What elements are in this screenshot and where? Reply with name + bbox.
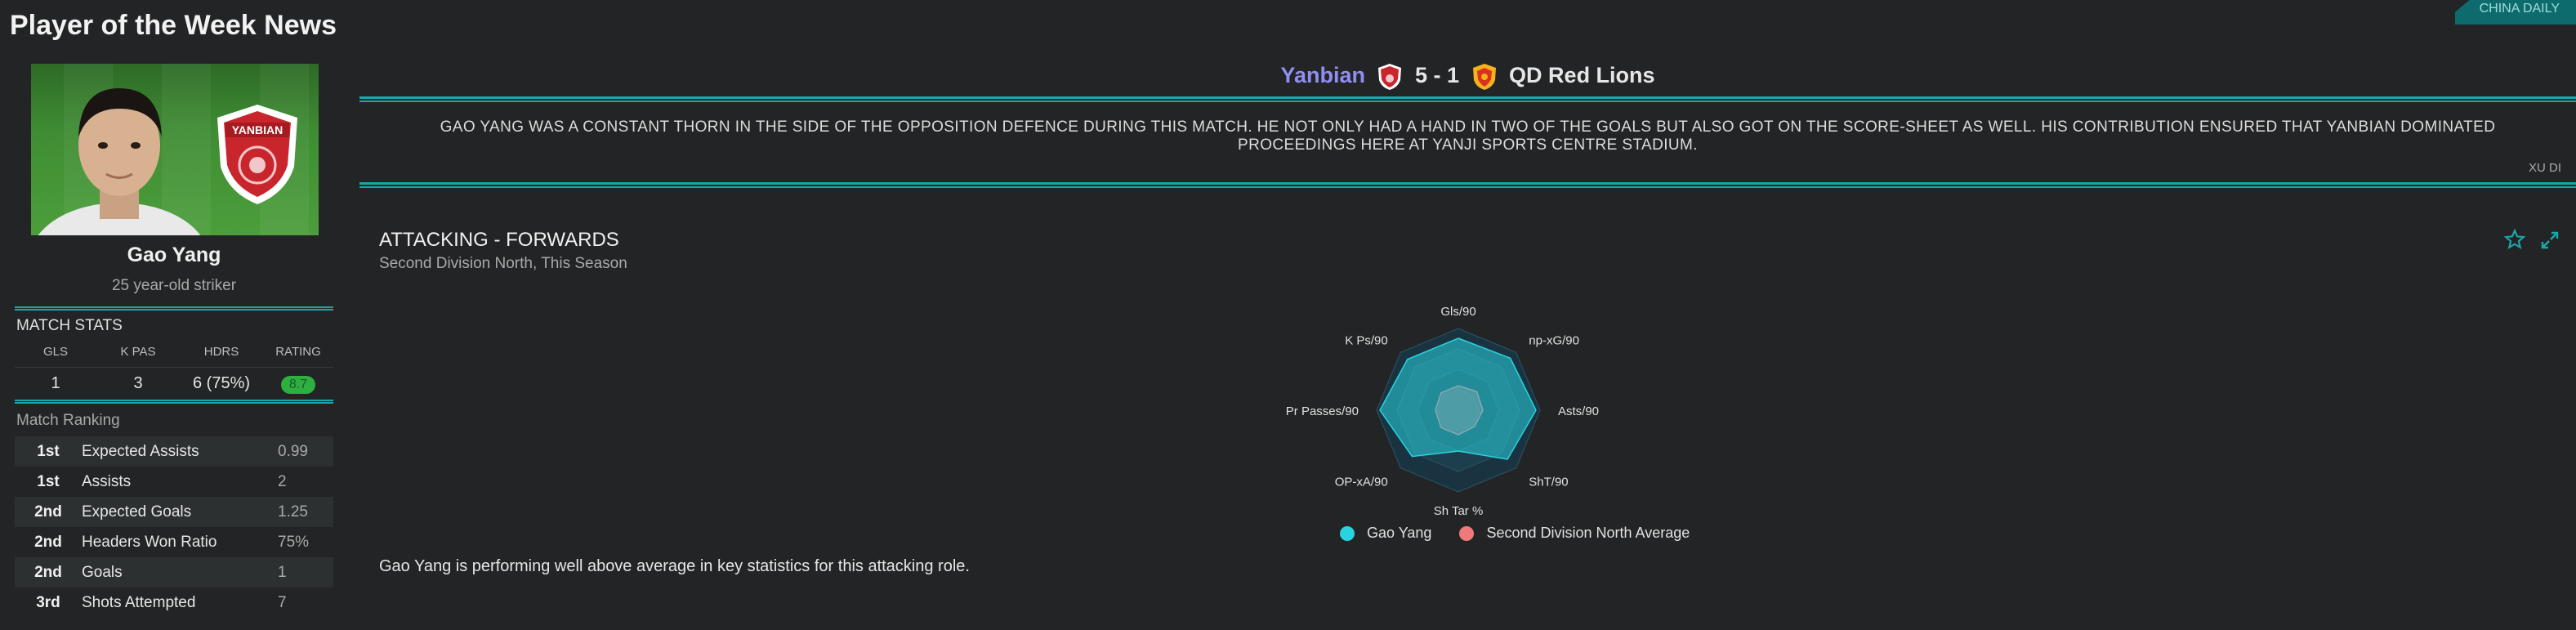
ranking-position: 1st: [37, 472, 60, 490]
rating-badge: 8.7: [280, 376, 316, 394]
stat-header-gls: GLS: [42, 345, 68, 359]
ranking-row[interactable]: 2nd Headers Won Ratio 75%: [15, 527, 333, 557]
home-team-link[interactable]: Yanbian: [1280, 63, 1365, 87]
legend-label-average: Second Division North Average: [1486, 525, 1690, 541]
ranking-position: 2nd: [34, 533, 62, 551]
ranking-stat: Goals: [82, 563, 123, 581]
ranking-stat: Headers Won Ratio: [82, 533, 217, 551]
player-photo[interactable]: YANBIAN: [31, 64, 319, 235]
panel-actions: [2503, 228, 2560, 254]
expand-icon[interactable]: [2540, 230, 2560, 250]
player-description: 25 year-old striker: [111, 277, 237, 294]
match-stats-values: 1 3 6 (75%) 8.7: [15, 367, 333, 396]
legend-item-player[interactable]: Gao Yang: [1340, 525, 1431, 542]
radar-axis-label: Sh Tar %: [1434, 504, 1484, 518]
divider: [15, 306, 333, 311]
radar-title: ATTACKING - FORWARDS: [379, 229, 619, 251]
page-title: Player of the Week News: [10, 10, 337, 41]
crest-lettering: YANBIAN: [232, 123, 283, 136]
radar-subtitle: Second Division North, This Season: [379, 255, 627, 272]
match-ranking-label: Match Ranking: [16, 412, 120, 429]
club-crest-icon: YANBIAN: [217, 105, 297, 204]
stat-value-hdrs: 6 (75%): [192, 374, 251, 392]
ranking-position: 2nd: [34, 503, 62, 521]
stat-value-gls: 1: [51, 374, 60, 392]
match-ranking-list: 1st Expected Assists 0.99 1st Assists 2 …: [15, 436, 333, 618]
radar-series-player[interactable]: [1379, 337, 1537, 460]
match-score: Yanbian 5 - 1 QD Red Lions: [359, 57, 2576, 96]
ranking-row[interactable]: 1st Assists 2: [15, 467, 333, 497]
radar-axis-label: K Ps/90: [1345, 334, 1388, 348]
ranking-row[interactable]: 2nd Goals 1: [15, 557, 333, 588]
radar-axis-label: Asts/90: [1558, 404, 1599, 418]
ranking-stat: Expected Goals: [82, 503, 192, 521]
ranking-position: 2nd: [34, 563, 62, 581]
home-crest-icon: [1378, 63, 1402, 90]
ranking-stat: Shots Attempted: [82, 593, 196, 611]
radar-panel: ATTACKING - FORWARDS Second Division Nor…: [359, 199, 2576, 583]
away-team-link[interactable]: QD Red Lions: [1509, 63, 1655, 87]
article-text: GAO YANG WAS A CONSTANT THORN IN THE SID…: [440, 118, 2496, 154]
stat-value-kpas: 3: [133, 374, 143, 392]
stat-header-hdrs: HDRS: [203, 345, 239, 359]
ranking-value: 2: [278, 472, 287, 490]
radar-axis-label: OP-xA/90: [1335, 475, 1388, 489]
radar-summary: Gao Yang is performing well above averag…: [379, 557, 970, 575]
stat-header-kpas: K PAS: [120, 345, 156, 359]
radar-chart[interactable]: Gls/90 np-xG/90 Asts/90 ShT/90 Sh Tar % OP-xA…: [1262, 289, 1654, 526]
legend-swatch-average: [1459, 526, 1475, 542]
ranking-row[interactable]: 2nd Expected Goals 1.25: [15, 497, 333, 527]
ranking-value: 7: [278, 593, 287, 611]
ranking-position: 3rd: [36, 593, 60, 611]
away-crest-icon: [1472, 63, 1496, 90]
ranking-value: 1.25: [278, 503, 308, 521]
ranking-value: 1: [278, 563, 287, 581]
player-name[interactable]: Gao Yang: [127, 244, 221, 266]
divider: [359, 96, 2576, 102]
ranking-row[interactable]: 3rd Shots Attempted 7: [15, 588, 333, 618]
legend-item-average[interactable]: Second Division North Average: [1459, 525, 1690, 542]
news-panel: Yanbian 5 - 1 QD Red Lions GAO YANG WAS …: [359, 57, 2576, 583]
score-value[interactable]: 5 - 1: [1414, 63, 1460, 87]
star-icon[interactable]: [2503, 228, 2526, 250]
radar-axis-label: Pr Passes/90: [1286, 404, 1359, 418]
ranking-row[interactable]: 1st Expected Assists 0.99: [15, 436, 333, 467]
ranking-value: 0.99: [278, 442, 308, 460]
ranking-value: 75%: [278, 533, 310, 551]
match-stats-label: MATCH STATS: [16, 317, 123, 334]
ranking-position: 1st: [37, 442, 60, 460]
legend-swatch-player: [1340, 526, 1355, 542]
radar-axis-label: Gls/90: [1440, 305, 1476, 319]
article-author: XU DI: [2528, 161, 2561, 175]
stat-header-rating: RATING: [275, 345, 321, 359]
legend-label-player: Gao Yang: [1367, 525, 1432, 541]
divider: [359, 182, 2576, 188]
source-tab[interactable]: CHINA DAILY: [2454, 0, 2576, 25]
player-panel: YANBIAN Gao Yang 25 year-old striker MAT…: [15, 64, 333, 618]
ranking-stat: Expected Assists: [82, 442, 199, 460]
ranking-stat: Assists: [82, 472, 132, 490]
radar-axis-label: np-xG/90: [1529, 334, 1579, 348]
chart-legend: Gao Yang Second Division North Average: [1340, 525, 1690, 542]
radar-axis-label: ShT/90: [1529, 475, 1568, 489]
divider: [15, 400, 333, 404]
match-stats-headers: GLS K PAS HDRS RATING: [15, 345, 333, 359]
